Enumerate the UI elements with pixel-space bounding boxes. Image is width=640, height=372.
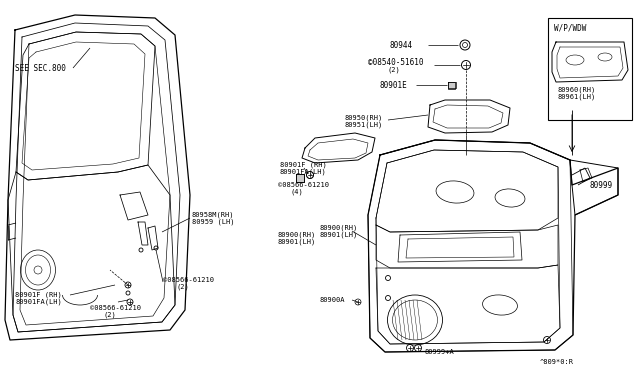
Text: (2): (2) [176, 284, 189, 290]
Bar [449, 81, 456, 89]
Text: 80900A: 80900A [320, 297, 346, 303]
Bar [548, 18, 632, 120]
Text: ^809*0:R: ^809*0:R [540, 359, 574, 365]
Text: (4): (4) [291, 189, 304, 195]
Text: (2): (2) [103, 312, 116, 318]
Text: 80958M(RH): 80958M(RH) [192, 212, 234, 218]
Text: 80901FA(LH): 80901FA(LH) [280, 169, 327, 175]
Text: 80901F (RH): 80901F (RH) [15, 292, 61, 298]
Text: ©08566-61210: ©08566-61210 [163, 277, 214, 283]
Text: SEE SEC.800: SEE SEC.800 [15, 64, 66, 73]
Text: 80960(RH): 80960(RH) [558, 87, 596, 93]
Text: 80999+A: 80999+A [425, 349, 455, 355]
Text: 80961(LH): 80961(LH) [558, 94, 596, 100]
Text: 80901E: 80901E [380, 80, 408, 90]
Text: ©08566-61210: ©08566-61210 [90, 305, 141, 311]
Text: 80951(LH): 80951(LH) [345, 122, 383, 128]
Text: ©08566-61210: ©08566-61210 [278, 182, 329, 188]
Text: 80900(RH): 80900(RH) [320, 225, 358, 231]
Text: 80959 (LH): 80959 (LH) [192, 219, 234, 225]
Text: ©08540-51610: ©08540-51610 [368, 58, 424, 67]
Text: 80901F (RH): 80901F (RH) [280, 162, 327, 168]
Text: 80999: 80999 [590, 180, 613, 189]
Text: (2): (2) [388, 67, 401, 73]
Text: 80950(RH): 80950(RH) [345, 115, 383, 121]
Bar [296, 174, 304, 182]
Text: 80944: 80944 [390, 41, 413, 49]
Text: W/P/WDW: W/P/WDW [554, 23, 586, 32]
Text: 80901(LH): 80901(LH) [320, 232, 358, 238]
Text: 80900(RH): 80900(RH) [278, 232, 316, 238]
Text: 80901(LH): 80901(LH) [278, 239, 316, 245]
Text: 80901FA(LH): 80901FA(LH) [15, 299, 61, 305]
